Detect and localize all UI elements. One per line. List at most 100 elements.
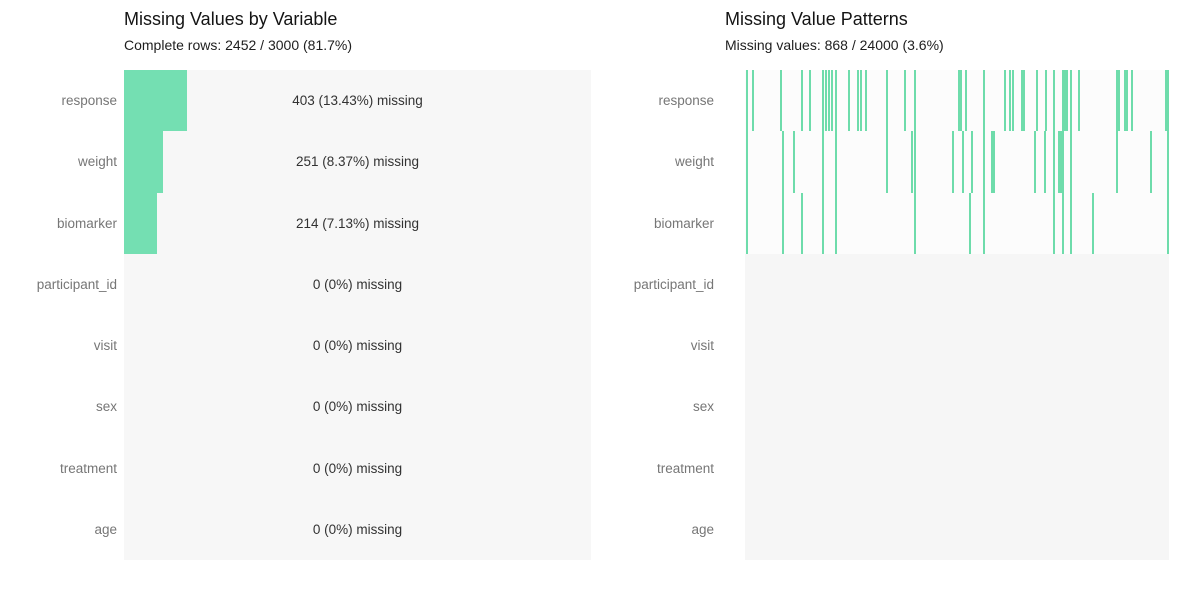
missing-cell-line bbox=[960, 70, 962, 132]
variable-label: weight bbox=[674, 154, 714, 170]
missing-cell-line bbox=[1150, 131, 1152, 193]
missing-cell-line bbox=[809, 70, 811, 132]
missing-cell-line bbox=[914, 131, 916, 193]
missing-count-annotation: 0 (0%) missing bbox=[312, 399, 403, 415]
missing-count-annotation: 251 (8.37%) missing bbox=[295, 154, 420, 170]
missing-cell-line bbox=[848, 70, 850, 132]
missing-cell-line bbox=[1053, 70, 1055, 132]
missing-cell-line bbox=[1060, 131, 1062, 193]
missing-cell-line bbox=[1023, 70, 1025, 132]
missing-cell-line bbox=[1053, 131, 1055, 193]
variable-label: response bbox=[658, 93, 714, 108]
variable-label: treatment bbox=[656, 460, 714, 476]
missing-cell-line bbox=[857, 70, 859, 132]
missing-cell-line bbox=[1070, 70, 1072, 132]
variable-label: participant_id bbox=[36, 276, 117, 292]
missing-cell-line bbox=[886, 131, 888, 193]
missing-cell-line bbox=[1124, 70, 1126, 132]
missing-cell-line bbox=[1036, 70, 1038, 132]
missing-cell-line bbox=[1092, 192, 1094, 254]
missing-count-annotation: 214 (7.13%) missing bbox=[295, 215, 420, 231]
missing-cell-line bbox=[831, 70, 833, 132]
variable-label: weight bbox=[77, 154, 117, 170]
pattern-chart-title: Missing Value Patterns bbox=[725, 9, 908, 29]
missing-cell-line bbox=[969, 192, 971, 254]
variable-label: biomarker bbox=[653, 215, 714, 231]
missing-cell-line bbox=[1004, 70, 1006, 132]
variable-label: age bbox=[691, 521, 714, 537]
missing-count-annotation: 403 (13.43%) missing bbox=[292, 93, 423, 108]
missing-cell-line bbox=[1070, 192, 1072, 254]
variable-label: visit bbox=[93, 338, 117, 353]
missing-cell-line bbox=[1058, 131, 1060, 193]
missing-cell-line bbox=[801, 70, 803, 132]
missing-cell-line bbox=[780, 70, 782, 132]
missing-cell-line bbox=[1165, 70, 1167, 132]
variable-label: response bbox=[61, 93, 117, 108]
missing-cell-line bbox=[1126, 70, 1128, 132]
missing-cell-line bbox=[1167, 70, 1169, 132]
missing-count-bar bbox=[124, 131, 164, 193]
missing-cell-line bbox=[983, 70, 985, 132]
missing-cell-line bbox=[1167, 192, 1169, 254]
missing-cell-line bbox=[822, 131, 824, 193]
missing-cell-line bbox=[1034, 131, 1036, 193]
missing-count-annotation: 0 (0%) missing bbox=[312, 460, 403, 476]
variable-label: biomarker bbox=[56, 215, 117, 231]
missing-pattern-plot bbox=[745, 70, 1169, 560]
missing-cell-line bbox=[752, 70, 754, 132]
missing-cell-line bbox=[746, 192, 748, 254]
missing-cell-line bbox=[1078, 70, 1080, 132]
missing-cell-line bbox=[860, 70, 862, 132]
pattern-chart-variable-labels: response weight biomarker participant_id vis… bbox=[560, 70, 714, 560]
missing-cell-line bbox=[1116, 131, 1118, 193]
missing-count-annotation: 0 (0%) missing bbox=[312, 521, 403, 537]
missing-cell-line bbox=[1012, 70, 1014, 132]
missing-values-bar-plot: 403 (13.43%) missing 251 (8.37%) missing 2… bbox=[124, 70, 591, 560]
missing-cell-line bbox=[904, 70, 906, 132]
missing-cell-line bbox=[1131, 70, 1133, 132]
missing-cell-line bbox=[1062, 131, 1064, 193]
missing-cell-line bbox=[1062, 70, 1064, 132]
missing-cell-line bbox=[1118, 70, 1120, 132]
missing-cell-line bbox=[782, 131, 784, 193]
pattern-missing-rows-band bbox=[745, 70, 1169, 254]
missing-cell-line bbox=[965, 70, 967, 132]
missing-count-bar bbox=[124, 70, 187, 132]
bar-chart-subtitle: Complete rows: 2452 / 3000 (81.7%) bbox=[124, 37, 353, 53]
missing-cell-line bbox=[1009, 70, 1011, 132]
missing-cell-line bbox=[865, 70, 867, 132]
missing-cell-line bbox=[835, 70, 837, 132]
missing-cell-line bbox=[793, 131, 795, 193]
missing-cell-line bbox=[983, 131, 985, 193]
variable-label: treatment bbox=[59, 460, 117, 476]
missing-cell-line bbox=[1116, 70, 1118, 132]
missing-count-bar bbox=[124, 192, 158, 254]
missing-cell-line bbox=[952, 131, 954, 193]
missing-cell-line bbox=[1167, 131, 1169, 193]
missing-cell-line bbox=[1044, 131, 1046, 193]
missing-cell-line bbox=[746, 131, 748, 193]
bar-chart-title: Missing Values by Variable bbox=[124, 9, 338, 29]
missing-cell-line bbox=[983, 192, 985, 254]
missing-cell-line bbox=[835, 131, 837, 193]
missing-cell-line bbox=[835, 192, 837, 254]
missing-count-annotation: 0 (0%) missing bbox=[312, 338, 403, 353]
missing-cell-line bbox=[1062, 192, 1064, 254]
missing-cell-line bbox=[828, 70, 830, 132]
variable-label: age bbox=[94, 521, 117, 537]
missing-cell-line bbox=[1021, 70, 1023, 132]
missing-cell-line bbox=[825, 70, 827, 132]
missing-cell-line bbox=[886, 70, 888, 132]
missing-cell-line bbox=[822, 70, 824, 132]
missing-cell-line bbox=[958, 70, 960, 132]
missing-cell-line bbox=[782, 192, 784, 254]
missing-cell-line bbox=[1045, 70, 1047, 132]
missing-cell-line bbox=[971, 131, 973, 193]
missing-cell-line bbox=[993, 131, 995, 193]
pattern-chart-subtitle: Missing values: 868 / 24000 (3.6%) bbox=[725, 37, 944, 53]
missing-cell-line bbox=[1053, 192, 1055, 254]
missing-cell-line bbox=[914, 192, 916, 254]
